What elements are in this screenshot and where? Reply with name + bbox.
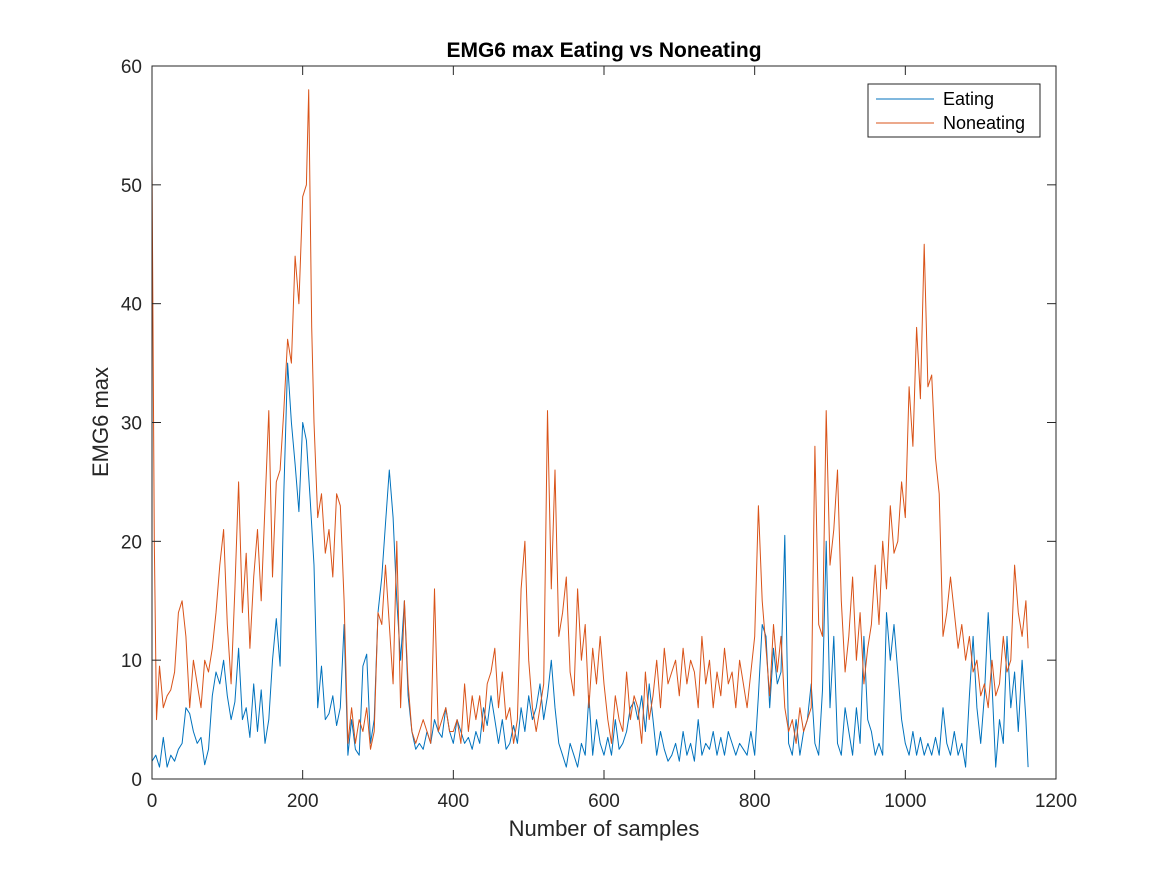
y-tick-label: 40 xyxy=(121,295,142,316)
legend-box xyxy=(867,83,1041,138)
x-tick-label: 600 xyxy=(588,791,620,812)
x-tick-label: 1200 xyxy=(1035,791,1077,812)
x-tick-label: 200 xyxy=(287,791,319,812)
y-tick-label: 50 xyxy=(121,176,142,197)
x-tick-label: 0 xyxy=(147,791,158,812)
x-axis-label: Number of samples xyxy=(509,816,700,841)
x-tick-label: 400 xyxy=(437,791,469,812)
legend-label-eating: Eating xyxy=(943,89,994,109)
y-tick-label: 0 xyxy=(131,770,142,791)
series-line-noneating xyxy=(151,89,1029,750)
series-line-eating xyxy=(151,362,1029,768)
y-axis-label: EMG6 max xyxy=(88,367,113,477)
chart-title: EMG6 max Eating vs Noneating xyxy=(446,39,761,62)
legend-label-noneating: Noneating xyxy=(943,113,1025,133)
x-tick-label: 800 xyxy=(739,791,771,812)
plot-area xyxy=(152,66,1056,779)
legend: Eating Noneating xyxy=(867,83,1041,138)
y-tick-label: 20 xyxy=(121,532,142,553)
y-tick-label: 30 xyxy=(121,414,142,435)
y-tick-label: 60 xyxy=(121,57,142,78)
series-layer xyxy=(151,89,1029,768)
y-tick-label: 10 xyxy=(121,651,142,672)
x-tick-label: 1000 xyxy=(884,791,926,812)
ticks-layer: 0 200 400 600 800 1000 1200 0 10 20 30 40 50 60 xyxy=(121,57,1077,812)
